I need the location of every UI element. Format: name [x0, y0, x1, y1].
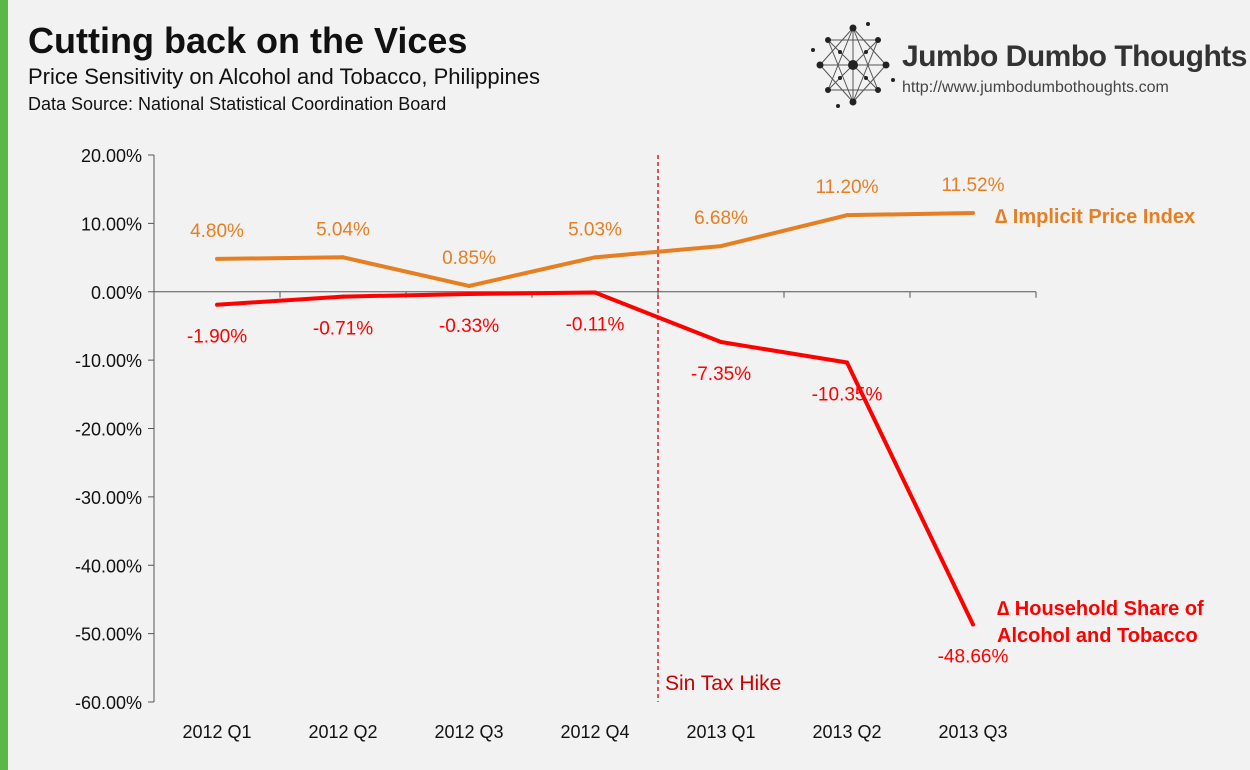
data-label: 11.52% [941, 175, 1004, 196]
y-tick-label: -30.00% [75, 488, 142, 508]
y-tick-label: -10.00% [75, 351, 142, 371]
data-point [341, 255, 345, 260]
data-label: -1.90% [187, 327, 247, 348]
data-label: -0.71% [313, 319, 373, 340]
brand-name: Jumbo Dumbo Thoughts [902, 40, 1247, 73]
network-logo-icon [811, 22, 895, 108]
series-line-1 [216, 290, 975, 626]
data-point [719, 340, 723, 345]
legend-household-share: ∆ Household Share of [997, 598, 1204, 620]
x-tick-label: 2012 Q4 [560, 722, 629, 742]
data-label: -7.35% [691, 364, 751, 385]
x-tick-label: 2012 Q3 [434, 722, 503, 742]
data-point [215, 302, 219, 307]
y-tick-label: 20.00% [81, 146, 142, 166]
data-label: 5.03% [568, 219, 622, 240]
data-point [593, 255, 597, 260]
annotation-label: Sin Tax Hike [665, 672, 781, 695]
data-label: 5.04% [316, 219, 370, 240]
data-label: -10.35% [812, 385, 883, 406]
data-point [971, 622, 975, 627]
x-tick-label: 2013 Q3 [938, 722, 1007, 742]
data-label: -0.33% [439, 316, 499, 337]
y-tick-label: -60.00% [75, 693, 142, 713]
chart-title: Cutting back on the Vices [28, 20, 468, 61]
data-source: Data Source: National Statistical Coordi… [28, 94, 447, 114]
accent-bar [0, 0, 8, 770]
data-point [845, 213, 849, 218]
data-label: 0.85% [442, 248, 496, 269]
legend-price-index: ∆ Implicit Price Index [995, 206, 1195, 228]
data-label: 4.80% [190, 221, 244, 242]
data-point [467, 283, 471, 288]
data-label: 6.68% [694, 208, 748, 229]
x-tick-label: 2013 Q2 [812, 722, 881, 742]
x-tick-label: 2012 Q2 [308, 722, 377, 742]
data-point [467, 292, 471, 297]
data-label: -0.11% [566, 315, 625, 336]
y-tick-label: -50.00% [75, 625, 142, 645]
y-tick-label: 10.00% [81, 214, 142, 234]
y-tick-label: 0.00% [91, 283, 142, 303]
data-point [845, 360, 849, 365]
y-tick-label: -20.00% [75, 420, 142, 440]
data-point [215, 256, 219, 261]
legend-household-share-line2: Alcohol and Tobacco [997, 625, 1198, 647]
chart-subtitle: Price Sensitivity on Alcohol and Tobacco… [28, 64, 541, 89]
data-point [341, 294, 345, 299]
x-tick-label: 2013 Q1 [686, 722, 755, 742]
data-point [593, 290, 597, 295]
data-point [719, 244, 723, 249]
y-tick-label: -40.00% [75, 556, 142, 576]
data-point [971, 210, 975, 215]
data-label: -48.66% [938, 646, 1009, 667]
data-label: 11.20% [815, 177, 878, 198]
x-tick-label: 2012 Q1 [182, 722, 251, 742]
brand-url: http://www.jumbodumbothoughts.com [902, 79, 1169, 96]
